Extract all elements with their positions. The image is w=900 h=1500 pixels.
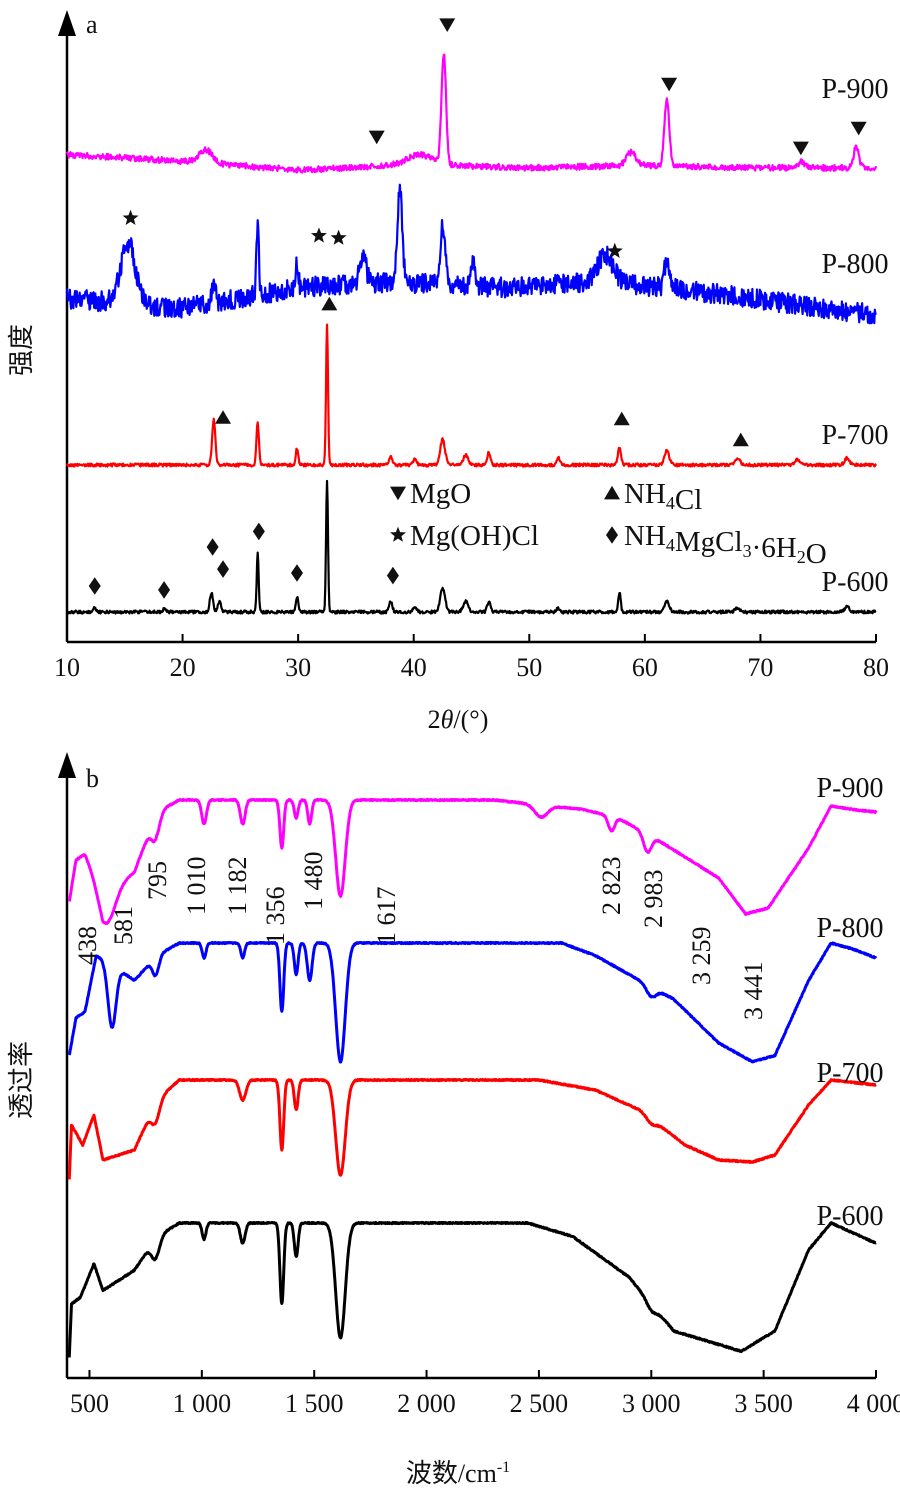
legend-entry-part: 4 — [666, 535, 675, 555]
x-tick-label: 40 — [401, 653, 427, 682]
legend-entry-part: 3 — [743, 541, 752, 561]
x-tick-label: 30 — [285, 653, 311, 682]
xrd-marker-diamond — [290, 564, 303, 582]
xrd-x-label-part-2: θ — [441, 705, 454, 734]
legend-entry: NH4Cl — [624, 478, 702, 516]
legend-entry: NH4MgCl3·6H2O — [624, 520, 827, 570]
legend-symbol-down-triangle — [390, 486, 406, 501]
ftir-band-label: 2 823 — [597, 857, 626, 916]
ftir-band-label: 795 — [143, 861, 172, 900]
xrd-series-label: P-900 — [822, 74, 889, 105]
xrd-marker-star — [330, 229, 347, 245]
x-tick-label: 500 — [70, 1389, 109, 1418]
xrd-marker-diamond — [386, 566, 399, 585]
panel-b-label: b — [86, 764, 99, 793]
legend-entry-part: Cl — [675, 484, 702, 516]
panel-a-label: a — [86, 10, 98, 39]
ftir-band-label: 3 441 — [739, 962, 768, 1021]
x-tick-label: 70 — [747, 653, 773, 682]
ftir-series-line-p-800 — [67, 940, 878, 1064]
ftir-band-label: 2 983 — [639, 870, 668, 929]
xrd-marker-diamond — [88, 577, 101, 595]
xrd-x-label-part-1: 2 — [428, 705, 441, 734]
legend-entry-part: O — [806, 538, 827, 570]
xrd-marker-star — [606, 242, 623, 258]
xrd-marker-star — [310, 227, 327, 243]
legend-symbol-diamond — [606, 526, 618, 544]
xrd-x-label-part-3: /(°) — [453, 705, 488, 734]
legend-symbol-up-triangle — [604, 485, 620, 500]
legend-entry-part: NH — [624, 478, 666, 510]
xrd-marker-down-triangle — [661, 77, 678, 92]
legend-entry-part: MgCl — [675, 526, 743, 558]
xrd-marker-down-triangle — [439, 18, 456, 32]
x-tick-label: 1 500 — [285, 1389, 344, 1418]
x-tick-label: 1 000 — [173, 1389, 232, 1418]
xrd-series-label: P-600 — [822, 567, 889, 598]
xrd-series-label: P-800 — [822, 249, 889, 280]
x-tick-label: 4 000 — [847, 1389, 900, 1418]
ftir-series-label: P-700 — [817, 1058, 884, 1089]
xrd-marker-diamond — [158, 581, 171, 599]
x-tick-label: 20 — [170, 653, 196, 682]
legend-entry-part: NH — [624, 520, 666, 552]
ftir-series-label: P-800 — [817, 913, 884, 944]
xrd-y-axis-label: 强度 — [7, 324, 36, 376]
xrd-series-line-p-700 — [65, 323, 878, 468]
ftir-band-label: 1 182 — [223, 857, 252, 916]
ftir-x-label-sup: -1 — [497, 1459, 510, 1476]
xrd-marker-down-triangle — [368, 130, 385, 145]
xrd-marker-up-triangle — [613, 411, 630, 426]
xrd-series-label: P-700 — [822, 420, 889, 451]
y-axis-arrow — [58, 752, 76, 778]
legend-entry-part: 2 — [797, 547, 806, 567]
ftir-band-label: 1 617 — [372, 887, 401, 946]
x-tick-label: 2 000 — [397, 1389, 456, 1418]
x-tick-label: 3 000 — [622, 1389, 681, 1418]
ftir-band-label: 438 — [73, 926, 102, 965]
y-axis-arrow — [58, 10, 76, 36]
xrd-marker-down-triangle — [792, 141, 809, 156]
xrd-series-line-p-600 — [65, 479, 877, 615]
x-tick-label: 3 500 — [734, 1389, 793, 1418]
legend-entry-part: 4 — [666, 493, 675, 513]
ftir-band-label: 1 356 — [261, 887, 290, 946]
legend-entry-part: ·6H — [752, 532, 797, 564]
xrd-x-axis-label: 2θ/(°) — [428, 705, 489, 734]
ftir-series-line-p-600 — [67, 1220, 878, 1358]
ftir-x-label-main: 波数/cm — [406, 1459, 497, 1488]
xrd-marker-up-triangle — [321, 296, 338, 311]
x-tick-label: 2 500 — [510, 1389, 569, 1418]
xrd-series-line-p-800 — [65, 183, 877, 325]
xrd-marker-up-triangle — [732, 432, 749, 447]
ftir-series-label: P-600 — [817, 1201, 884, 1232]
ftir-band-label: 1 010 — [182, 857, 211, 916]
ftir-series-line-p-900 — [67, 797, 878, 925]
x-tick-label: 50 — [516, 653, 542, 682]
ftir-band-label: 1 480 — [299, 852, 328, 911]
legend-entry: Mg(OH)Cl — [410, 520, 539, 552]
xrd-marker-diamond — [206, 538, 219, 556]
ftir-band-label: 581 — [109, 906, 138, 945]
x-tick-label: 10 — [54, 653, 80, 682]
x-tick-label: 80 — [863, 653, 889, 682]
x-tick-label: 60 — [632, 653, 658, 682]
xrd-marker-diamond — [217, 560, 230, 578]
ftir-band-label: 3 259 — [687, 927, 716, 986]
legend-entry: MgO — [410, 478, 471, 510]
ftir-series-label: P-900 — [817, 773, 884, 804]
xrd-marker-up-triangle — [215, 410, 232, 424]
ftir-panel: b 透过率 波数/cm-1 500 1 000 1 500 2 000 2 500 3 0… — [7, 752, 900, 1488]
xrd-marker-star — [122, 209, 139, 225]
xrd-series-line-p-900 — [65, 53, 878, 174]
legend-symbol-star — [390, 526, 406, 542]
xrd-marker-diamond — [252, 522, 265, 541]
ftir-y-axis-label: 透过率 — [7, 1041, 36, 1119]
xrd-marker-down-triangle — [850, 121, 867, 136]
ftir-series-line-p-700 — [67, 1077, 878, 1180]
ftir-x-axis-label: 波数/cm-1 — [406, 1459, 510, 1488]
